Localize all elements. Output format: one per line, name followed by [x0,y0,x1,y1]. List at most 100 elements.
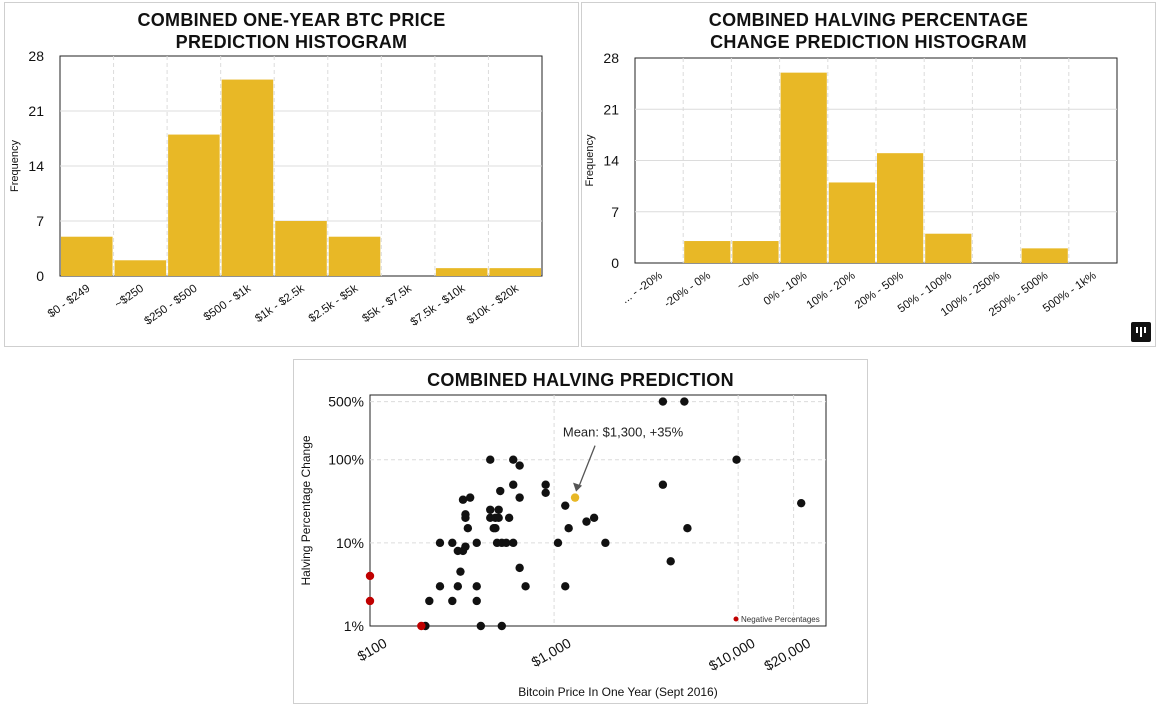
scatter-point [553,538,563,548]
price-histogram-panel: COMBINED ONE-YEAR BTC PRICE PREDICTION H… [4,2,579,347]
scatter-ytick-label: 100% [328,452,364,468]
price-hist-bar [221,79,274,276]
scatter-point [504,513,514,523]
scatter-point [515,493,524,502]
price-hist-xtick-label: ~$250 [113,283,146,311]
scatter-point [658,480,668,489]
scatter-point [486,455,495,464]
scatter-annotation-label: Mean: $1,300, +35% [563,425,684,440]
scatter-point [465,493,475,502]
price-hist-ylabel: Frequency [9,140,21,192]
scatter-point [496,486,505,496]
scatter-point [458,495,468,504]
scatter-xtick-label: $20,000 [761,635,813,674]
price-histogram-title: COMBINED ONE-YEAR BTC PRICE PREDICTION H… [5,9,578,53]
halving-hist-ytick-label: 7 [611,204,619,220]
scatter-point [461,542,470,551]
halving-hist-ytick-label: 28 [603,50,619,66]
scatter-point [494,513,503,523]
scatter-point [456,567,465,576]
scatter-xtick-label: $10,000 [706,635,758,674]
halving-histogram-title: COMBINED HALVING PERCENTAGE CHANGE PREDI… [582,9,1155,53]
halving-histogram-panel: COMBINED HALVING PERCENTAGE CHANGE PREDI… [581,2,1156,347]
scatter-point [502,538,511,548]
price-hist-bar [275,221,327,276]
price-hist-xtick-label: $1k - $2.5k [253,282,307,325]
scatter-point [515,563,524,573]
scatter-point-negative [417,621,426,631]
scatter-plot-area [369,394,827,627]
halving-hist-xtick-label: ~0% [735,270,761,293]
scatter-point-mean [570,493,580,502]
scatter-point [680,397,689,406]
halving-hist-bar [684,241,731,263]
halving-hist-xtick-label: 0% - 10% [762,270,810,308]
scatter-point [683,524,692,533]
scatter-xlabel: Bitcoin Price In One Year (Sept 2016) [518,685,717,699]
price-histogram-title-line-2: PREDICTION HISTOGRAM [175,32,408,52]
price-hist-bar [61,236,113,276]
price-hist-ytick-label: 28 [28,48,44,64]
price-hist-ytick-label: 7 [36,213,44,229]
price-hist-xtick-label: $500 - $1k [202,282,254,323]
halving-hist-bar [828,182,875,263]
scatter-point [582,517,591,526]
scatter-point [541,488,550,497]
price-hist-bar [168,134,220,276]
scatter-ytick-label: 500% [328,394,364,410]
scatter-point [494,505,503,514]
price-hist-bar [435,268,488,276]
price-hist-ytick-label: 14 [28,158,44,174]
scatter-point [425,596,434,606]
scatter-point [732,455,741,464]
halving-hist-xtick-label: -20% - 0% [662,270,713,311]
halving-hist-bar [732,241,779,263]
halving-hist-bar [877,153,924,263]
price-hist-ytick-label: 0 [36,268,44,284]
price-hist-bar [114,260,167,276]
scatter-point [561,501,570,510]
halving-hist-xtick-label: 500% - 1k% [1041,270,1099,315]
halving-hist-xtick-label: 10% - 20% [805,270,858,312]
price-hist-xtick-label: $7.5k - $10k [409,282,468,328]
halving-scatter-panel: COMBINED HALVING PREDICTION 1% 10% 100% 500… [293,359,868,704]
price-hist-bar [489,268,541,276]
scatter-legend-label: Negative Percentages [741,615,820,624]
scatter-point [448,538,457,548]
scatter-xtick-label: $1,000 [528,635,573,670]
scatter-point [561,582,570,591]
scatter-point [461,510,470,519]
scatter-point [486,505,495,514]
price-hist-xtick-label: $10k - $20k [465,282,521,326]
scatter-point [476,621,486,631]
scatter-point [601,538,610,548]
scatter-point [541,480,550,489]
halving-hist-bar [780,72,827,264]
pantera-logo-icon [1131,322,1151,342]
scatter-point [472,596,481,606]
halving-hist-ylabel: Frequency [584,134,596,186]
scatter-legend-marker [733,616,739,622]
halving-hist-ytick-label: 0 [611,255,619,271]
halving-hist-bar [925,233,972,263]
price-histogram-title-line-1: COMBINED ONE-YEAR BTC PRICE [137,10,446,30]
scatter-point [509,455,518,464]
price-hist-ytick-label: 21 [28,103,44,119]
price-hist-xtick-label: $250 - $500 [142,283,199,328]
scatter-point-negative [365,571,375,581]
scatter-point [448,596,457,606]
halving-scatter-chart: 1% 10% 100% 500% $100 $1,000 $10,000 $20,000 Mea… [299,394,827,699]
scatter-point [435,538,445,548]
halving-hist-ytick-label: 21 [603,101,619,117]
halving-hist-bar [1021,248,1068,263]
halving-scatter-title-line-1: COMBINED HALVING PREDICTION [427,370,734,390]
price-histogram-chart: 0 7 14 21 28 $0 - $249 ~$250$250 - $500 $500 - … [9,48,543,329]
scatter-point [472,538,481,548]
halving-histogram-title-line-2: CHANGE PREDICTION HISTOGRAM [710,32,1027,52]
scatter-point [515,461,524,470]
scatter-point [453,582,463,591]
price-hist-xtick-label: $2.5k - $5k [307,282,361,325]
scatter-point [491,524,500,533]
scatter-point [589,513,599,523]
halving-histogram-title-line-1: COMBINED HALVING PERCENTAGE [708,10,1029,30]
